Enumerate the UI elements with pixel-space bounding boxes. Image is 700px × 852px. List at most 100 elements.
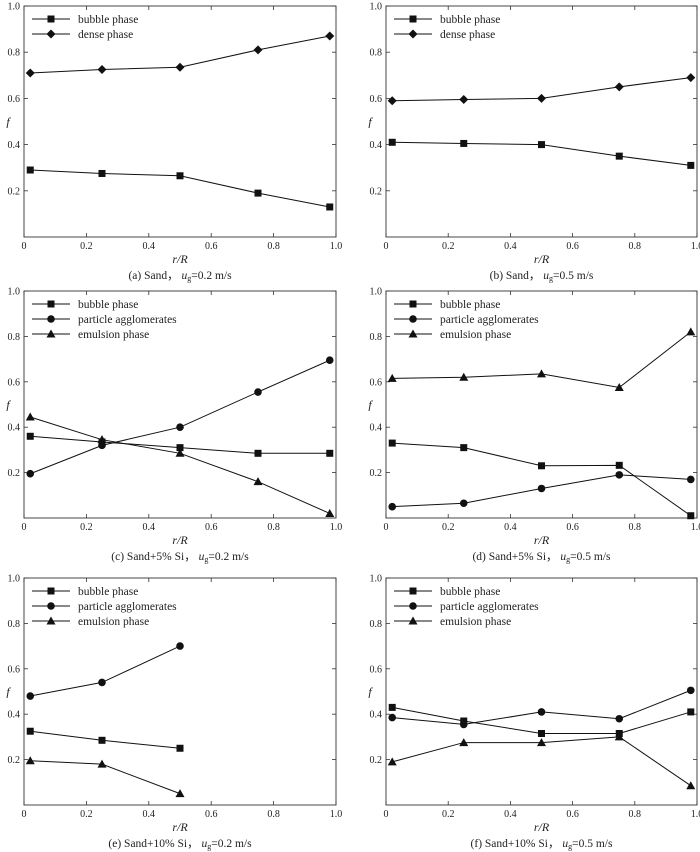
- caption-tail: =0.2 m/s: [211, 838, 252, 850]
- x-tick-label: 1.0: [691, 809, 700, 820]
- y-tick-label: 0.6: [8, 664, 21, 675]
- panel-caption: (b) Sand， ug=0.5 m/s: [490, 270, 594, 283]
- legend-label: emulsion phase: [440, 329, 511, 341]
- data-point-circle: [325, 356, 334, 365]
- x-tick-label: 1.0: [330, 809, 343, 820]
- data-point-circle: [388, 713, 397, 722]
- y-axis-label: f: [368, 685, 373, 699]
- plot-frame: [385, 290, 698, 519]
- legend-label: bubble phase: [440, 299, 500, 311]
- caption-u: u: [201, 838, 207, 850]
- y-tick-label: 0.2: [8, 186, 21, 197]
- data-point-square: [615, 461, 623, 469]
- data-point-triangle: [25, 412, 35, 421]
- y-tick-label: 1.0: [8, 287, 21, 298]
- caption-sub: g: [568, 842, 572, 851]
- data-point-square: [326, 203, 334, 211]
- x-axis-label: r/R: [534, 252, 550, 266]
- x-tick-label: 0.4: [504, 522, 517, 533]
- panel-caption: (a) Sand， ug=0.2 m/s: [128, 270, 232, 283]
- data-point-triangle: [686, 781, 696, 790]
- x-tick-label: 0.8: [267, 241, 280, 252]
- legend-label: bubble phase: [78, 14, 138, 26]
- caption-sub: g: [549, 274, 553, 283]
- x-tick-label: 0.2: [442, 522, 455, 533]
- y-tick-label: 0.6: [370, 94, 383, 105]
- caption-main: (a) Sand，: [128, 270, 181, 282]
- legend-marker-square: [409, 587, 417, 595]
- x-tick-label: 0.4: [143, 809, 156, 820]
- data-point-circle: [254, 388, 262, 396]
- data-point-circle: [26, 692, 35, 700]
- x-tick-label: 0: [22, 809, 27, 820]
- y-tick-label: 0.2: [370, 468, 383, 479]
- y-tick-label: 0.6: [8, 94, 21, 105]
- legend-marker-square: [47, 587, 55, 595]
- x-tick-label: 0: [384, 522, 389, 533]
- data-point-diamond: [387, 96, 397, 106]
- y-tick-label: 0.8: [8, 332, 21, 343]
- x-tick-label: 0.4: [143, 241, 156, 252]
- y-tick-label: 0.4: [370, 423, 383, 434]
- caption-u: u: [543, 270, 549, 282]
- x-tick-label: 0.8: [629, 809, 642, 820]
- x-tick-label: 0.8: [267, 522, 280, 533]
- data-point-triangle: [175, 789, 185, 798]
- y-tick-label: 0.8: [8, 48, 21, 59]
- caption-main: (f) Sand+10% Si，: [471, 838, 563, 850]
- y-axis-label: f: [368, 115, 373, 129]
- caption-u: u: [181, 270, 187, 282]
- data-point-circle: [615, 471, 624, 479]
- data-point-circle: [388, 502, 397, 511]
- panel-caption: (d) Sand+5% Si， ug=0.5 m/s: [472, 551, 611, 564]
- legend-label: bubble phase: [78, 299, 138, 311]
- y-tick-label: 0.8: [8, 619, 21, 630]
- x-tick-label: 0.8: [629, 241, 642, 252]
- caption-main: (e) Sand+10% Si，: [108, 838, 201, 850]
- data-point-square: [326, 449, 334, 457]
- plot-frame: [23, 290, 337, 519]
- caption-sub: g: [207, 842, 211, 851]
- y-tick-label: 0.4: [8, 423, 21, 434]
- x-tick-label: 1.0: [691, 522, 700, 533]
- chart-panel-c: 0 0.2 0.4 0.6 0.8 1.0 0.2 0.4 0.6 0.8 1.0 r/R f (c) S…: [6, 287, 342, 565]
- x-tick-label: 0.6: [566, 522, 579, 533]
- data-point-square: [176, 444, 184, 452]
- y-tick-label: 1.0: [8, 574, 21, 585]
- data-point-square: [26, 727, 34, 735]
- chart-panel-f: 0 0.2 0.4 0.6 0.8 1.0 0.2 0.4 0.6 0.8 1.0 r/R f (f) S…: [368, 574, 700, 852]
- x-tick-label: 0: [384, 241, 389, 252]
- data-point-triangle: [253, 477, 263, 486]
- y-tick-label: 0.2: [8, 755, 21, 766]
- data-point-square: [254, 449, 262, 457]
- legend-label: particle agglomerates: [440, 601, 539, 613]
- y-tick-label: 0.8: [370, 619, 383, 630]
- data-point-square: [687, 512, 695, 520]
- caption-tail: =0.2 m/s: [208, 551, 249, 563]
- x-tick-label: 0.2: [80, 809, 93, 820]
- caption-main: (d) Sand+5% Si，: [472, 551, 560, 563]
- data-point-circle: [26, 469, 35, 478]
- data-point-square: [687, 708, 695, 716]
- legend-label: emulsion phase: [440, 616, 511, 628]
- x-tick-label: 0.6: [566, 809, 579, 820]
- legend-label: bubble phase: [78, 586, 138, 598]
- y-tick-label: 1.0: [370, 2, 383, 13]
- data-point-square: [687, 161, 695, 169]
- y-tick-label: 0.2: [370, 755, 383, 766]
- legend-marker-triangle: [46, 329, 56, 338]
- y-tick-label: 1.0: [370, 287, 383, 298]
- data-point-square: [538, 462, 545, 470]
- caption-tail: =0.5 m/s: [553, 270, 594, 282]
- plot-frame: [385, 5, 698, 238]
- data-point-square: [176, 744, 184, 752]
- legend-marker-diamond: [46, 29, 56, 39]
- series-line-circle: [30, 645, 181, 697]
- y-axis-label: f: [368, 398, 373, 412]
- plot-frame: [23, 5, 337, 238]
- caption-main: (b) Sand，: [490, 270, 544, 282]
- x-tick-label: 1.0: [330, 522, 343, 533]
- legend-marker-square: [47, 15, 55, 23]
- x-tick-label: 0: [384, 809, 389, 820]
